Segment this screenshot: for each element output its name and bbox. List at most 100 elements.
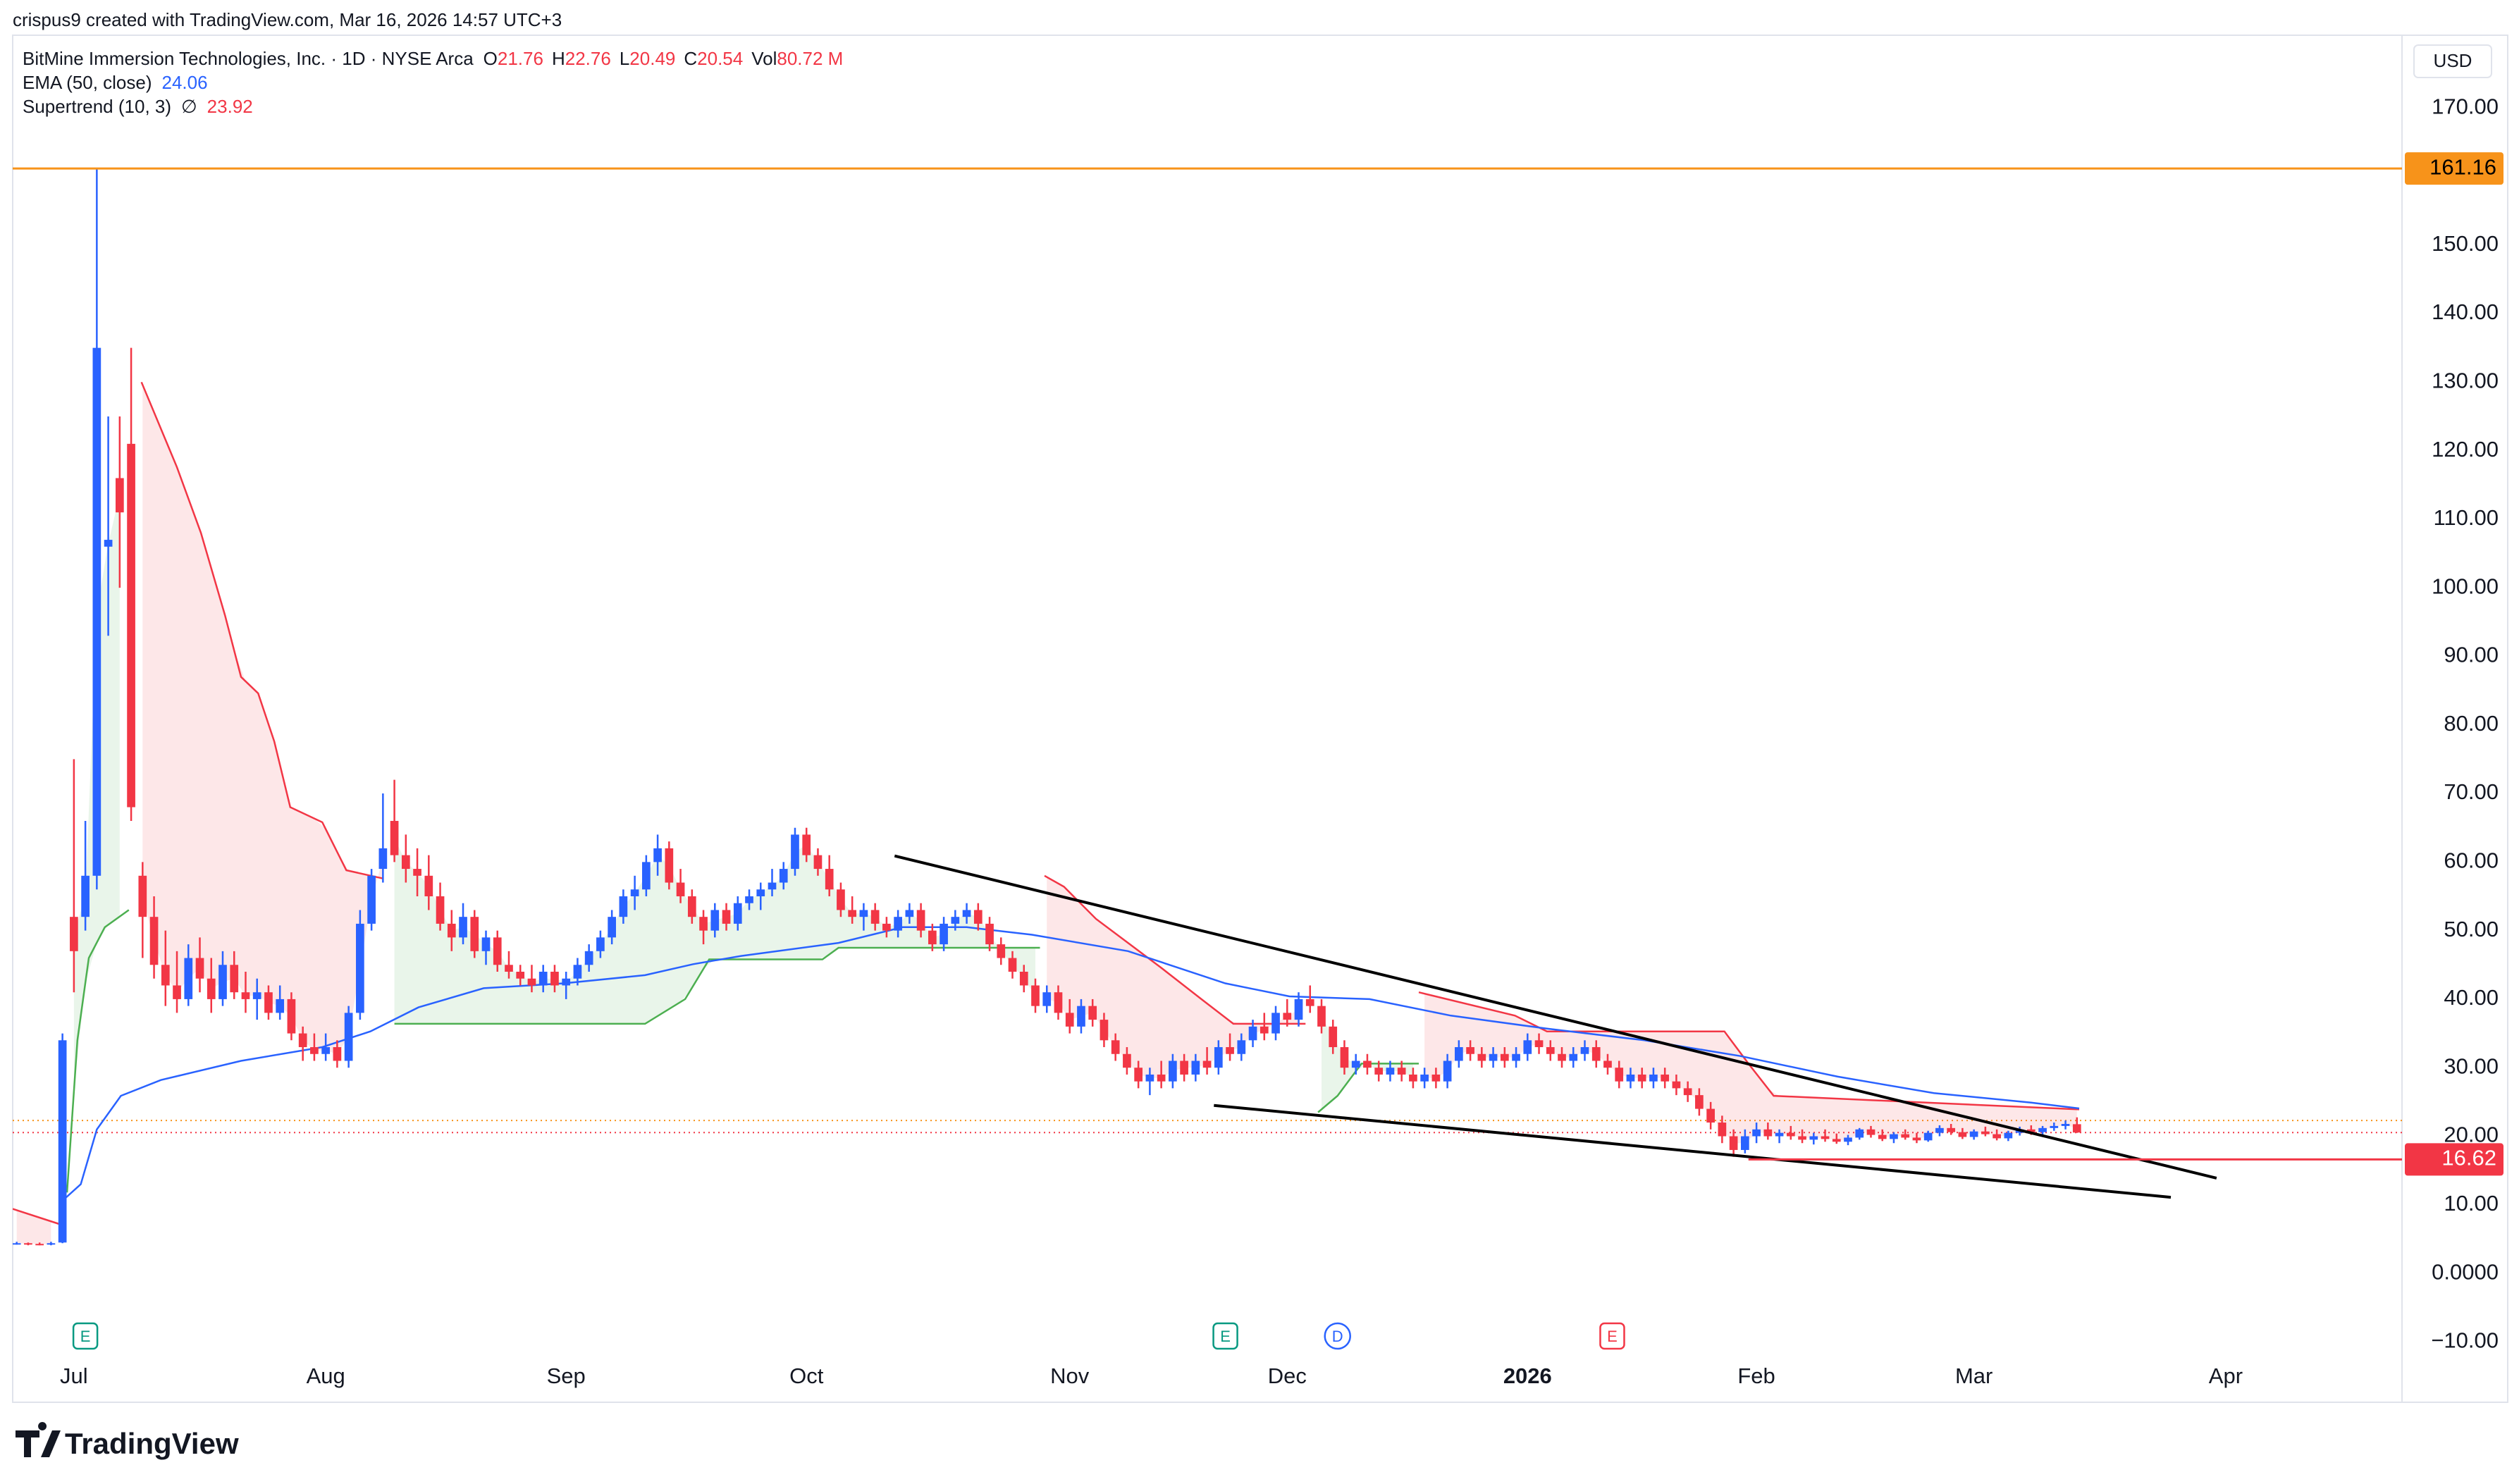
candle-body [1661, 1074, 1670, 1082]
logo-mark [16, 1422, 61, 1457]
candle-body [1340, 1047, 1349, 1068]
legend-supertrend-line: Supertrend (10, 3) ∅ 23.92 [23, 96, 253, 117]
candle-body [1283, 1013, 1292, 1020]
y-tick-label: −10.00 [2431, 1328, 2499, 1353]
trendline [1214, 1103, 2172, 1199]
candle-body [356, 923, 364, 1013]
candle-body [779, 869, 788, 883]
candle-body [916, 910, 925, 931]
candle-body [241, 992, 250, 999]
candle-body [791, 834, 799, 870]
candle-body [493, 937, 502, 965]
candle-body [882, 923, 891, 931]
candle-body [1878, 1134, 1887, 1139]
candle-body [276, 998, 285, 1013]
legend-key: L [620, 48, 629, 69]
candle-body [1420, 1074, 1429, 1082]
y-tick-label: 10.00 [2444, 1191, 2499, 1216]
candle-body [1500, 1053, 1509, 1061]
candle-body [1386, 1068, 1395, 1075]
candle-body [1809, 1136, 1818, 1140]
candle-body [1397, 1068, 1406, 1075]
y-tick-label: 150.00 [2432, 231, 2499, 256]
candle-body [1317, 1006, 1326, 1027]
candle-body [1969, 1131, 1978, 1137]
candle-body [768, 882, 777, 890]
candle-body [161, 965, 170, 986]
candle-body [1866, 1129, 1876, 1135]
candle-body [1706, 1108, 1715, 1123]
candle-body [1088, 1006, 1097, 1020]
candle-body [264, 992, 273, 1013]
candle-body [1477, 1053, 1486, 1061]
legend-symbol: BitMine Immersion Technologies, Inc. · 1… [23, 48, 474, 69]
candle-body [1180, 1061, 1188, 1075]
candle-body [1455, 1047, 1463, 1061]
candle-body [1329, 1026, 1338, 1048]
candle-body [1981, 1131, 1990, 1134]
candle-body [1157, 1074, 1166, 1082]
candle-body [1798, 1136, 1806, 1140]
candle-body [1019, 972, 1028, 986]
legend-value: 80.72 M [777, 48, 843, 69]
x-tick-label: 2026 [1503, 1364, 1552, 1388]
y-tick-label: 40.00 [2444, 985, 2499, 1010]
candle-body [985, 923, 994, 945]
y-tick-label: 130.00 [2432, 368, 2499, 392]
candle-body [1683, 1088, 1692, 1096]
candle-body [1558, 1053, 1566, 1061]
candle-body [92, 347, 101, 876]
y-tick-label: 70.00 [2444, 779, 2499, 804]
candle-body [344, 1013, 353, 1061]
candle-body [1534, 1040, 1544, 1048]
candle-body [1248, 1026, 1257, 1041]
candle-body [149, 917, 159, 965]
candle-body [218, 965, 227, 999]
candle-body [1603, 1061, 1612, 1068]
candle-body [1649, 1074, 1658, 1082]
legend-key: O [484, 48, 498, 69]
candle-body [527, 978, 536, 986]
trendline [894, 854, 2217, 1180]
currency: USD [2434, 50, 2472, 71]
legend-ema-value: 24.06 [162, 72, 208, 93]
candle-body [1054, 992, 1063, 1013]
candle-body [894, 917, 902, 931]
legend-symbol-line: BitMine Immersion Technologies, Inc. · 1… [23, 48, 843, 69]
candle-body [562, 978, 571, 986]
x-tick-label: Feb [1737, 1364, 1775, 1388]
candle-body [756, 889, 765, 896]
candle-body [1226, 1047, 1234, 1054]
candle-body [1512, 1053, 1520, 1061]
candle-body [2050, 1125, 2059, 1128]
candle-body [859, 910, 868, 917]
candle-body [481, 937, 491, 951]
candle-body [1523, 1040, 1532, 1054]
candle-body [1855, 1129, 1864, 1138]
footer: TradingView [65, 1427, 239, 1460]
event-marker [1324, 1322, 1351, 1350]
candle-body [1947, 1127, 1956, 1132]
frame [12, 35, 2508, 1403]
candle-body [70, 917, 78, 951]
candle-body [35, 1244, 44, 1246]
candle-body [333, 1047, 342, 1061]
candle-body [1569, 1053, 1578, 1061]
candle-body [115, 478, 124, 513]
axes: 170.00 150.00 140.00 130.00 120.00 110.00 100.… [60, 94, 2503, 1388]
candle-body [630, 889, 639, 896]
candle-body [1901, 1134, 1910, 1138]
candle-body [2038, 1127, 2047, 1132]
candle-body [2061, 1123, 2070, 1126]
legend-supertrend-name: Supertrend (10, 3) [23, 96, 171, 117]
candle-body [1695, 1095, 1704, 1109]
candle-body [1271, 1013, 1280, 1034]
candle-body [505, 965, 513, 972]
legend-ema-name: EMA (50, close) [23, 72, 152, 93]
candle-body [1890, 1134, 1898, 1139]
candle-body [47, 1243, 56, 1245]
candle-body [997, 944, 1006, 958]
y-tick-label: 100.00 [2432, 574, 2499, 598]
candle-body [1752, 1129, 1761, 1137]
legend-supertrend-symbol: ∅ [181, 96, 197, 117]
